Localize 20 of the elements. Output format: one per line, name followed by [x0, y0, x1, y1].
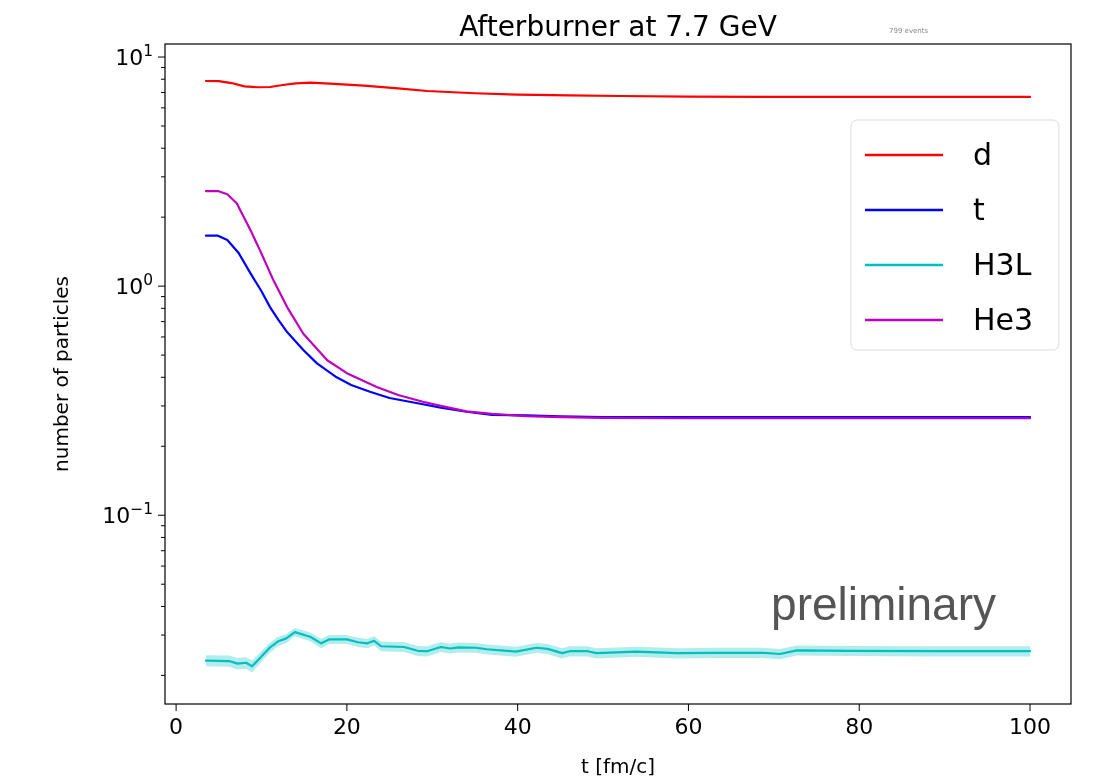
x-axis-title: t [fm/c] — [580, 754, 656, 777]
chart-title: Afterburner at 7.7 GeV — [459, 10, 777, 43]
line-series — [204, 79, 1032, 98]
x-tick-label: 40 — [503, 714, 532, 739]
y-tick-label: 10$^{−1}$ — [102, 500, 153, 529]
legend-label: He3 — [973, 302, 1034, 337]
annotation: preliminary — [771, 578, 996, 630]
y-axis-title: number of particles — [49, 276, 73, 472]
x-tick-label: 20 — [332, 714, 361, 739]
legend-label: t — [973, 192, 985, 227]
legend-label: H3L — [973, 247, 1032, 282]
x-tick-label: 100 — [1009, 714, 1052, 739]
x-tick-label: 60 — [674, 714, 703, 739]
y-tick-label: 10$^{1}$ — [115, 42, 153, 71]
x-tick-label: 80 — [845, 714, 874, 739]
line-series — [204, 234, 1032, 419]
legend-label: d — [973, 137, 993, 172]
line-series — [204, 189, 1032, 420]
x-tick-label: 0 — [169, 714, 184, 739]
y-tick-label: 10$^{0}$ — [115, 271, 153, 300]
